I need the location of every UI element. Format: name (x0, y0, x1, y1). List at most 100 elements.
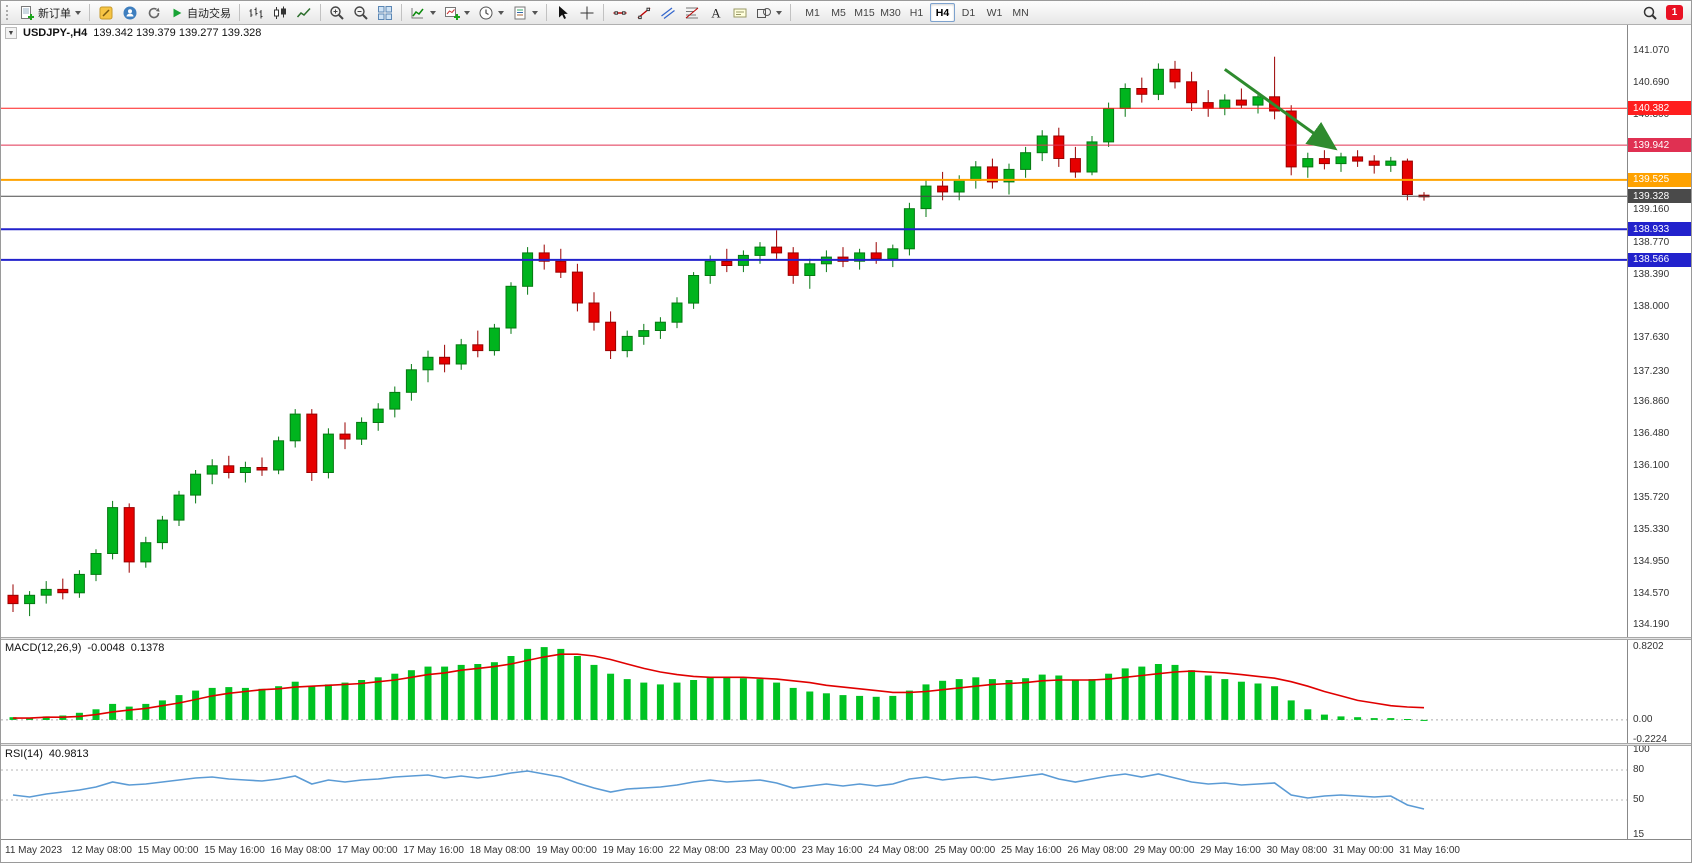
price-axis-label: 138.770 (1633, 236, 1670, 248)
rsi-axis-label: 80 (1633, 764, 1645, 775)
macd-histogram-bar (839, 695, 847, 720)
timeframe-h4-button[interactable]: H4 (930, 3, 955, 22)
period-caret-icon (498, 10, 504, 15)
price-tag-138.933[interactable]: 138.933 (1628, 222, 1691, 237)
crosshair-button[interactable] (575, 3, 599, 23)
timeframe-m1-button[interactable]: M1 (805, 6, 820, 19)
rsi-axis-label: 50 (1633, 794, 1645, 805)
cursor-button[interactable] (551, 3, 575, 23)
macd-canvas[interactable] (1, 640, 1629, 743)
horizontal-line-tool-button[interactable] (608, 3, 632, 23)
time-axis-label: 31 May 16:00 (1399, 845, 1460, 856)
time-axis-label: 11 May 2023 (5, 845, 63, 856)
new-chart-button[interactable] (440, 3, 474, 23)
candle-body (190, 473, 202, 496)
candlestick-mode-button[interactable] (268, 3, 292, 23)
timeframe-d1-button[interactable]: D1 (961, 6, 976, 19)
shapes-caret-icon (776, 10, 782, 15)
macd-histogram-bar (391, 673, 399, 720)
price-axis[interactable]: 141.070140.690140.300139.920139.540139.1… (1627, 25, 1691, 862)
rsi-value: 40.9813 (48, 748, 89, 760)
timeframe-mn-button[interactable]: MN (1012, 6, 1029, 19)
time-axis-label: 25 May 16:00 (1001, 845, 1062, 856)
toolbar: 新订单 自动交易 (1, 1, 1691, 25)
templates-button[interactable] (508, 3, 542, 23)
rsi-axis-label: 100 (1633, 744, 1650, 755)
community-button[interactable] (118, 3, 142, 23)
refresh-button[interactable] (142, 3, 166, 23)
price-tag-139.525[interactable]: 139.525 (1628, 172, 1691, 187)
line-chart-mode-button[interactable] (292, 3, 316, 23)
macd-histogram-bar (872, 696, 880, 720)
trend-arrow[interactable] (1223, 68, 1338, 151)
text-tool-button[interactable]: A (704, 3, 728, 23)
candle-body (140, 542, 152, 563)
rsi-header: RSI(14) 40.9813 (5, 748, 89, 760)
rsi-canvas[interactable] (1, 746, 1629, 839)
fibonacci-tool-button[interactable] (680, 3, 704, 23)
macd-histogram-bar (739, 678, 747, 720)
macd-histogram-bar (275, 686, 283, 720)
time-axis-label: 17 May 16:00 (403, 845, 464, 856)
macd-histogram-bar (623, 679, 631, 720)
candle-body (439, 356, 451, 365)
one-click-expander[interactable]: ▼ (5, 27, 17, 39)
main-chart-canvas[interactable] (1, 25, 1629, 637)
new-order-button[interactable]: 新订单 (15, 3, 85, 23)
macd-histogram-bar (175, 695, 183, 720)
candle-body (1352, 156, 1364, 162)
price-tag-140.382[interactable]: 140.382 (1628, 101, 1691, 116)
timeframe-m15-button[interactable]: M15 (854, 6, 875, 19)
bar-chart-mode-button[interactable] (244, 3, 268, 23)
auto-trading-button[interactable]: 自动交易 (166, 3, 235, 23)
price-axis-label: 136.860 (1633, 396, 1670, 408)
price-tag-139.942[interactable]: 139.942 (1628, 138, 1691, 153)
time-axis-label: 15 May 16:00 (204, 845, 265, 856)
macd-histogram-bar (1204, 675, 1212, 720)
chart-region: ▼ USDJPY-,H4 139.342 139.379 139.277 139… (1, 25, 1691, 862)
price-axis-label: 135.330 (1633, 524, 1670, 536)
candle-body (654, 321, 666, 332)
toolbar-separator (401, 4, 402, 21)
timeframe-h1-button[interactable]: H1 (909, 6, 924, 19)
candle-body (1385, 160, 1397, 166)
crosshair-icon (580, 6, 594, 19)
zoom-in-button[interactable] (325, 3, 349, 23)
candle-body (389, 391, 401, 410)
candle-body (173, 494, 185, 521)
time-axis-label: 22 May 08:00 (669, 845, 730, 856)
price-axis-label: 136.100 (1633, 459, 1670, 471)
macd-histogram-bar (507, 656, 515, 720)
period-button[interactable] (474, 3, 508, 23)
macd-histogram-bar (889, 695, 897, 720)
tile-windows-button[interactable] (373, 3, 397, 23)
time-axis[interactable]: 11 May 2023 12 May 08:00 15 May 00:00 15 Ma… (1, 839, 1691, 862)
candle-body (870, 252, 882, 260)
timeframe-m5-button[interactable]: M5 (831, 6, 846, 19)
pane-sizer[interactable] (1, 743, 1691, 746)
toolbar-separator (790, 4, 791, 21)
text-label-tool-button[interactable] (728, 3, 752, 23)
timeframe-m30-button[interactable]: M30 (880, 6, 901, 19)
price-tag-138.566[interactable]: 138.566 (1628, 252, 1691, 267)
metaeditor-button[interactable] (94, 3, 118, 23)
macd-histogram-bar (1271, 686, 1279, 720)
trendline-tool-button[interactable] (632, 3, 656, 23)
pane-sizer[interactable] (1, 637, 1691, 640)
toolbar-separator (89, 4, 90, 21)
candle-body (273, 440, 285, 471)
timeframe-w1-button[interactable]: W1 (986, 6, 1003, 19)
notification-badge[interactable]: 1 (1666, 5, 1683, 20)
search-button[interactable] (1638, 3, 1662, 23)
price-tag-139.328[interactable]: 139.328 (1628, 189, 1691, 204)
candle-body (472, 344, 484, 352)
macd-histogram-bar (1237, 681, 1245, 720)
candle-body (605, 321, 617, 352)
shapes-tool-button[interactable] (752, 3, 786, 23)
channel-tool-button[interactable] (656, 3, 680, 23)
chart-symbol-period: USDJPY-,H4 (23, 27, 88, 39)
macd-signal-value: 0.1378 (130, 642, 165, 654)
zoom-out-button[interactable] (349, 3, 373, 23)
candle-body (73, 573, 85, 594)
indicators-button[interactable] (406, 3, 440, 23)
